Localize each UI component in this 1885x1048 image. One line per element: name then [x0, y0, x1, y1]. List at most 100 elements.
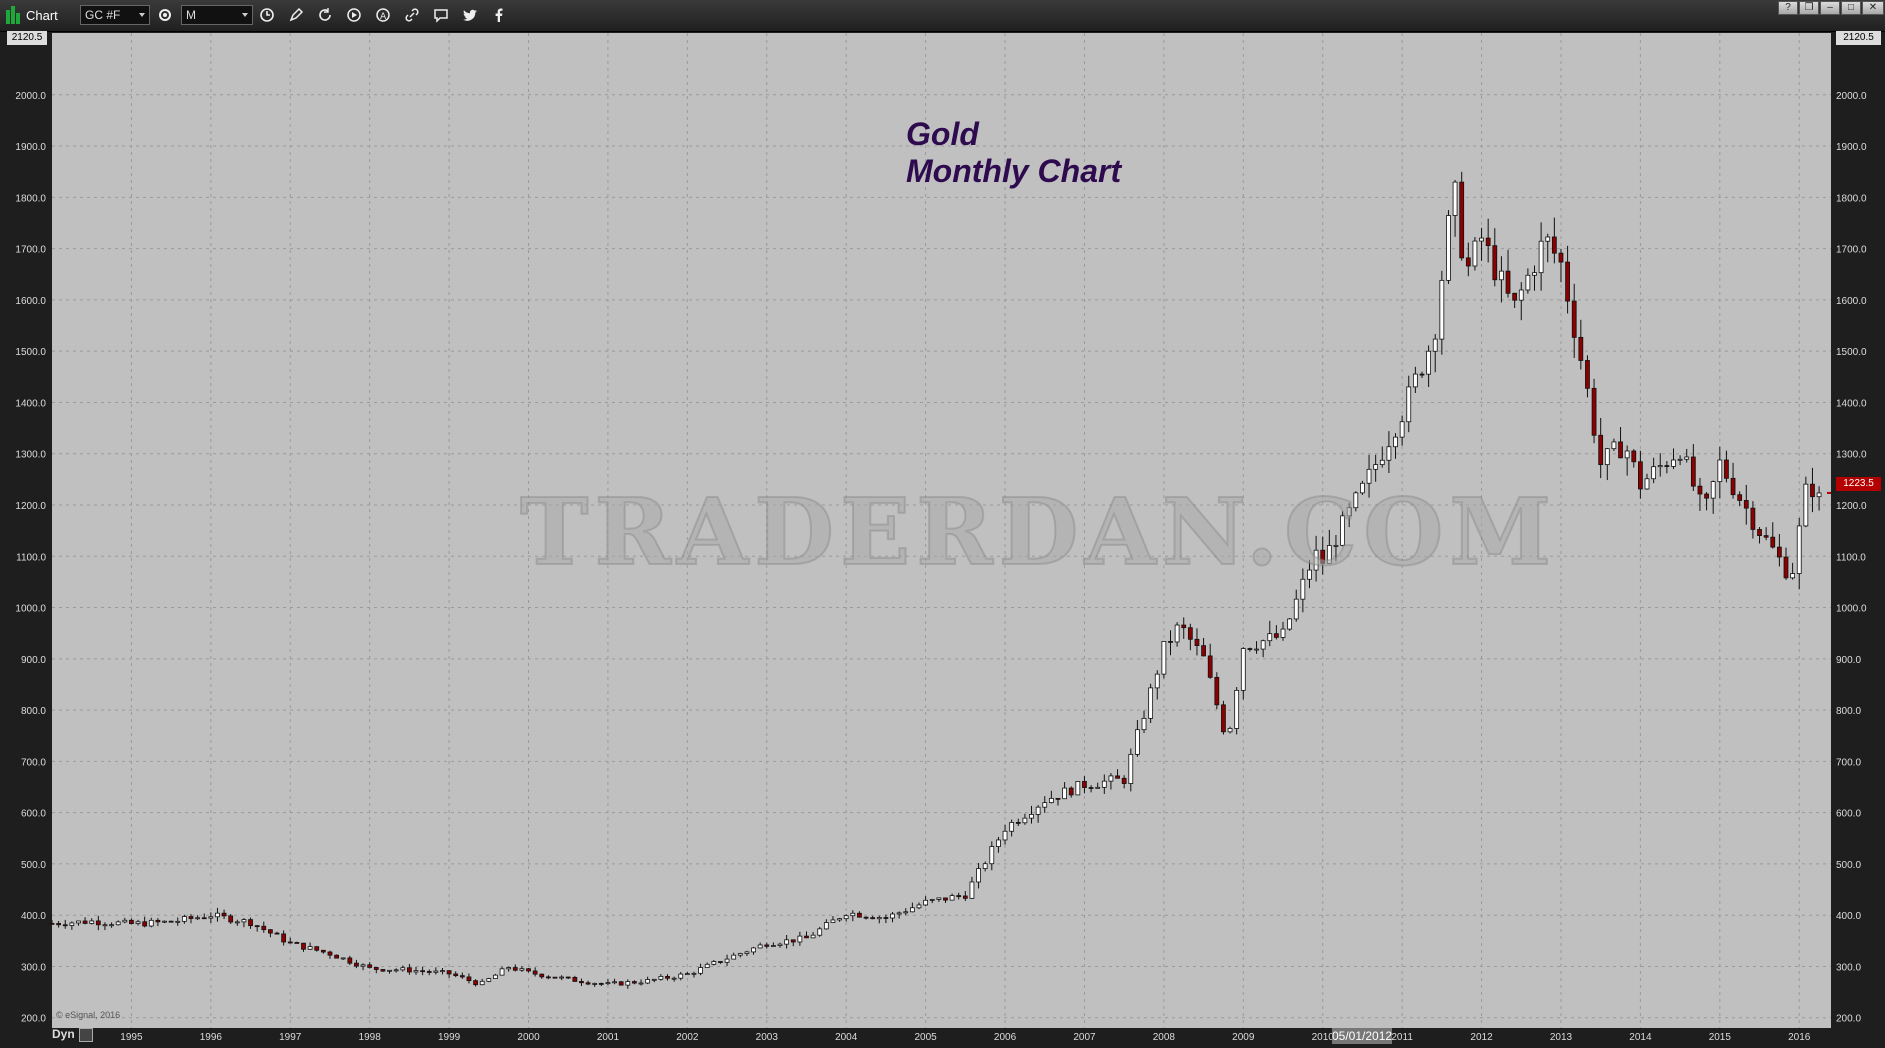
y-tick-label-right: 1100.0 [1836, 552, 1866, 563]
y-tick-label-left: 1900.0 [15, 142, 46, 153]
candle-up [208, 916, 214, 919]
candle-down [466, 976, 472, 982]
candle-down [572, 976, 578, 982]
interval-value: M [186, 8, 196, 22]
candle-down [168, 920, 174, 923]
candle-down [1115, 775, 1120, 779]
candle-up [76, 920, 81, 924]
candle-up [1657, 465, 1663, 468]
candle-up [771, 945, 776, 947]
play-icon[interactable] [343, 4, 365, 26]
candle-up [1141, 717, 1147, 731]
candle-down [1578, 336, 1584, 361]
y-tick-label-right: 1500.0 [1836, 347, 1867, 358]
x-tick-label: 2008 [1153, 1032, 1176, 1043]
help-button[interactable]: ? [1778, 1, 1798, 15]
candle-up [1439, 279, 1445, 340]
candle-up [102, 924, 108, 927]
candle-down [962, 895, 968, 899]
candle-up [1604, 448, 1610, 466]
candle-up [1009, 822, 1015, 832]
price-chart[interactable]: 200.0 200.0 300.0 300.0 400.0 400.0 500.0 500.0… [0, 31, 1885, 1048]
candle-down [1565, 261, 1570, 302]
y-tick-label-left: 2000.0 [15, 91, 46, 102]
candle-up [1446, 215, 1451, 281]
chart-title: Gold Monthly Chart [906, 116, 1121, 190]
candle-down [1664, 465, 1670, 467]
x-tick-label: 2011 [1391, 1032, 1413, 1043]
candle-up [896, 912, 902, 915]
y-tick-label-left: 300.0 [21, 962, 46, 973]
candle-up [757, 944, 763, 949]
twitter-icon[interactable] [459, 4, 481, 26]
candle-up [1340, 515, 1345, 546]
minimize-button[interactable]: – [1820, 1, 1840, 15]
close-button[interactable]: ✕ [1862, 1, 1884, 15]
copyright-text: © eSignal, 2016 [56, 1010, 121, 1020]
candle-down [1015, 822, 1021, 824]
candle-up [1042, 802, 1048, 808]
candle-down [1088, 787, 1094, 789]
clock-icon[interactable] [256, 4, 278, 26]
candle-down [1591, 387, 1597, 436]
candle-up [711, 961, 717, 965]
candle-down [1585, 360, 1590, 389]
maximize-button[interactable]: □ [1841, 1, 1861, 15]
candle-up [340, 957, 346, 960]
candle-up [678, 973, 684, 979]
candle-up [751, 947, 756, 953]
candle-down [1274, 633, 1279, 638]
candle-up [559, 976, 564, 979]
y-tick-label-left: 1800.0 [15, 193, 46, 204]
y-tick-label-right: 1300.0 [1836, 450, 1867, 461]
candle-up [1644, 478, 1650, 490]
candle-down [1512, 292, 1518, 301]
candle-down [1618, 441, 1623, 459]
candle-down [268, 929, 273, 934]
candle-down [373, 967, 379, 970]
x-tick-label: 2001 [597, 1032, 620, 1043]
candle-down [1168, 641, 1173, 643]
pencil-icon[interactable] [285, 4, 307, 26]
candle-down [870, 917, 876, 920]
candle-down [426, 971, 432, 973]
facebook-icon[interactable] [488, 4, 510, 26]
restore-button[interactable]: ❐ [1799, 1, 1819, 15]
candle-up [1651, 466, 1657, 480]
candle-up [506, 967, 512, 970]
candle-up [989, 846, 995, 865]
y-tick-label-right: 1200.0 [1836, 501, 1867, 512]
interval-combo[interactable]: M [181, 5, 253, 25]
candle-up [1393, 436, 1398, 448]
candle-down [804, 935, 809, 939]
symbol-combo[interactable]: GC #F [80, 5, 150, 25]
candle-down [95, 920, 101, 926]
y-tick-label-right: 2000.0 [1836, 91, 1867, 102]
candle-up [1353, 492, 1359, 509]
candle-up [929, 899, 935, 901]
y-tick-label-right: 1900.0 [1836, 142, 1867, 153]
y-tick-label-left: 1100.0 [16, 552, 46, 563]
candle-up [1525, 274, 1531, 291]
candle-down [1690, 456, 1696, 487]
candle-down [539, 973, 545, 978]
refresh-icon[interactable] [314, 4, 336, 26]
candle-up [1366, 468, 1372, 484]
alert-icon[interactable]: A [372, 4, 394, 26]
candle-up [1538, 240, 1544, 274]
candle-down [790, 939, 796, 943]
x-tick-label: 2005 [914, 1032, 937, 1043]
candle-up [1816, 492, 1822, 498]
candle-up [1148, 687, 1154, 719]
candle-down [1247, 648, 1253, 650]
dyn-label[interactable]: Dyn [52, 1027, 75, 1041]
candle-up [1386, 446, 1392, 461]
candle-up [1671, 459, 1676, 467]
settings-icon[interactable] [154, 4, 176, 26]
comment-icon[interactable] [430, 4, 452, 26]
candle-up [625, 981, 631, 986]
link-icon[interactable] [401, 4, 423, 26]
dyn-toggle-icon[interactable] [79, 1028, 93, 1042]
y-tick-label-left: 1400.0 [15, 398, 46, 409]
candle-down [228, 915, 234, 923]
